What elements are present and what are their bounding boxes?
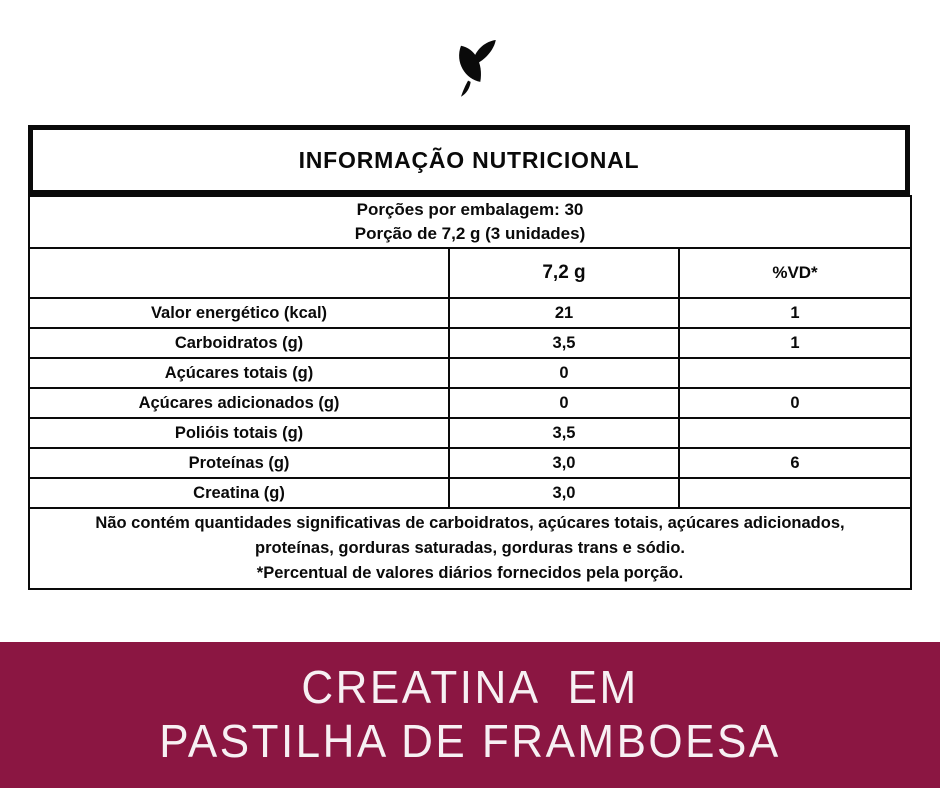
nutrient-amount: 3,0 [448,477,680,509]
nutrition-table: Porções por embalagem: 30 Porção de 7,2 … [27,195,913,590]
nutrition-title-box: INFORMAÇÃO NUTRICIONAL [28,125,910,195]
nutrient-label: Polióis totais (g) [28,417,450,449]
servings-row: Porções por embalagem: 30 Porção de 7,2 … [27,195,913,249]
nutrient-vd [677,357,913,389]
table-row-carbs: Carboidratos (g) 3,5 1 [28,327,913,359]
empty-header-cell [28,247,450,299]
serving-size: Porção de 7,2 g (3 unidades) [354,224,586,243]
nutrient-amount: 3,5 [448,327,680,359]
table-row-energy: Valor energético (kcal) 21 1 [28,297,913,329]
nutrient-amount: 0 [448,387,680,419]
nutrient-vd [677,417,913,449]
servings-info: Porções por embalagem: 30 Porção de 7,2 … [27,195,913,249]
nutrient-label: Carboidratos (g) [28,327,450,359]
nutrient-vd: 1 [677,327,913,359]
table-row-polyols: Polióis totais (g) 3,5 [28,417,913,449]
table-row-protein: Proteínas (g) 3,0 6 [28,447,913,479]
nutrient-amount: 3,5 [448,417,680,449]
nutrition-title: INFORMAÇÃO NUTRICIONAL [298,146,640,173]
nutrition-label: INFORMAÇÃO NUTRICIONAL Porções por embal… [27,125,913,590]
leaf-bird-logo-icon [459,40,496,97]
product-name-line-2: PASTILHA DE FRAMBOESA [159,715,781,768]
product-name-band: CREATINA EM PASTILHA DE FRAMBOESA [0,642,940,788]
amount-column-header: 7,2 g [448,247,680,299]
daily-value-column-header: %VD* [677,247,913,299]
nutrient-label: Açúcares adicionados (g) [28,387,450,419]
footnote-line-2: proteínas, gorduras saturadas, gorduras … [254,539,686,557]
nutrient-label: Creatina (g) [28,477,450,509]
nutrient-label: Proteínas (g) [28,447,450,479]
nutrient-vd: 6 [677,447,913,479]
nutrient-vd: 0 [677,387,913,419]
brand-logo [0,36,940,102]
footnote-row: Não contém quantidades significativas de… [27,507,913,590]
nutrient-amount: 0 [448,357,680,389]
servings-per-package: Porções por embalagem: 30 [356,200,584,219]
footnote: Não contém quantidades significativas de… [27,507,913,590]
nutrient-amount: 21 [448,297,680,329]
footnote-line-3: *Percentual de valores diários fornecido… [256,564,684,582]
column-header-row: 7,2 g %VD* [28,247,913,299]
footnote-line-1: Não contém quantidades significativas de… [95,514,845,532]
table-row-total-sugars: Açúcares totais (g) 0 [28,357,913,389]
nutrient-amount: 3,0 [448,447,680,479]
nutrient-label: Valor energético (kcal) [28,297,450,329]
nutrient-vd: 1 [677,297,913,329]
table-row-creatine: Creatina (g) 3,0 [28,477,913,509]
nutrient-vd [677,477,913,509]
product-name-line-1: CREATINA EM [301,661,639,714]
nutrient-label: Açúcares totais (g) [28,357,450,389]
table-row-added-sugars: Açúcares adicionados (g) 0 0 [28,387,913,419]
